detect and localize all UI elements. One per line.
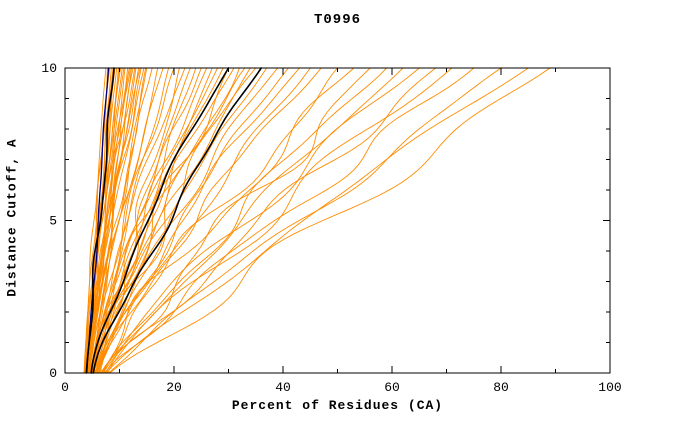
model-curve bbox=[96, 67, 279, 374]
model-curve bbox=[98, 67, 322, 374]
x-tick-label: 20 bbox=[166, 380, 182, 395]
model-curve bbox=[93, 67, 219, 374]
model-curve bbox=[91, 67, 224, 374]
model-curve bbox=[103, 67, 388, 374]
y-tick-label: 0 bbox=[49, 366, 57, 381]
model-curve bbox=[96, 67, 251, 374]
model-curve bbox=[102, 67, 355, 374]
x-tick-label: 80 bbox=[493, 380, 509, 395]
y-tick-label: 5 bbox=[49, 214, 57, 229]
x-tick-label: 0 bbox=[61, 380, 69, 395]
model-curve bbox=[97, 67, 289, 374]
model-curve bbox=[86, 67, 110, 374]
model-curve bbox=[101, 67, 371, 374]
model-curve bbox=[105, 67, 420, 374]
model-curve bbox=[104, 67, 475, 374]
model-curve bbox=[92, 67, 262, 374]
model-curve bbox=[99, 67, 300, 374]
model-curve bbox=[99, 67, 338, 374]
model-curve bbox=[92, 67, 208, 374]
x-tick-label: 100 bbox=[598, 380, 621, 395]
model-curve bbox=[108, 67, 502, 374]
model-curve bbox=[97, 67, 240, 374]
x-tick-label: 60 bbox=[384, 380, 400, 395]
model-curve bbox=[93, 67, 257, 374]
model-curve bbox=[90, 67, 164, 374]
model-curve bbox=[105, 67, 529, 374]
model-curve bbox=[87, 67, 145, 374]
chart-title: T0996 bbox=[313, 12, 361, 28]
x-tick-label: 40 bbox=[275, 380, 291, 395]
model-curve bbox=[90, 67, 230, 374]
model-curve bbox=[107, 67, 453, 374]
model-curve bbox=[92, 67, 235, 374]
model-curve bbox=[89, 67, 175, 374]
x-axis-label: Percent of Residues (CA) bbox=[231, 398, 444, 413]
model-curve bbox=[109, 67, 551, 374]
model-curve bbox=[85, 67, 115, 374]
plot-border bbox=[64, 67, 611, 374]
model-curve bbox=[102, 67, 437, 374]
y-tick-label: 10 bbox=[41, 61, 57, 76]
